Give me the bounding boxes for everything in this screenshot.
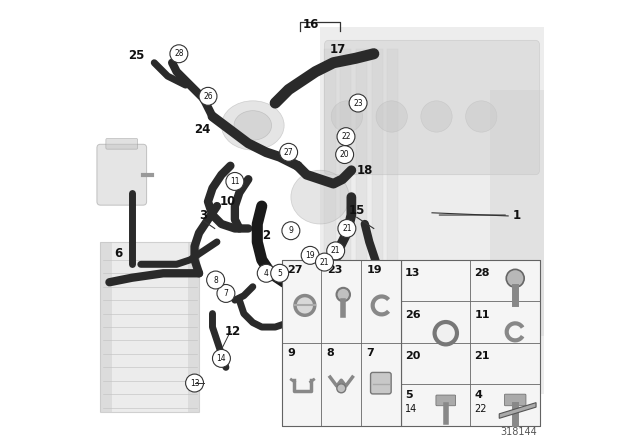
- Circle shape: [301, 246, 319, 264]
- Text: 14: 14: [216, 354, 227, 363]
- Bar: [324, 49, 336, 372]
- Text: 21: 21: [331, 246, 340, 255]
- Text: 2: 2: [262, 228, 270, 242]
- Text: 18: 18: [356, 164, 373, 177]
- Bar: [371, 49, 383, 372]
- Ellipse shape: [221, 101, 284, 150]
- Circle shape: [506, 269, 524, 287]
- Circle shape: [212, 349, 230, 367]
- Ellipse shape: [291, 170, 349, 224]
- FancyBboxPatch shape: [436, 395, 456, 406]
- Text: 11: 11: [475, 310, 490, 320]
- FancyBboxPatch shape: [97, 144, 147, 205]
- Text: 21: 21: [320, 258, 329, 267]
- Text: 16: 16: [303, 18, 319, 31]
- Circle shape: [327, 242, 344, 260]
- Text: 22: 22: [341, 132, 351, 141]
- Circle shape: [466, 101, 497, 132]
- Text: 7: 7: [367, 348, 374, 358]
- Bar: [188, 242, 199, 412]
- Circle shape: [338, 220, 356, 237]
- Text: 4: 4: [264, 269, 269, 278]
- Text: 7: 7: [223, 289, 228, 298]
- Text: 12: 12: [225, 325, 241, 338]
- Circle shape: [217, 284, 235, 302]
- Circle shape: [316, 253, 333, 271]
- FancyBboxPatch shape: [324, 40, 540, 175]
- Bar: [387, 49, 398, 372]
- Text: 21: 21: [342, 224, 351, 233]
- Text: 22: 22: [475, 404, 487, 414]
- Text: 1: 1: [513, 209, 521, 223]
- Circle shape: [170, 45, 188, 63]
- Text: 11: 11: [230, 177, 239, 186]
- Circle shape: [226, 172, 244, 190]
- Text: 19: 19: [367, 265, 382, 275]
- Bar: [401, 260, 540, 426]
- Text: 13: 13: [189, 379, 200, 388]
- Bar: [356, 49, 367, 372]
- Bar: [100, 242, 112, 412]
- Text: 5: 5: [405, 390, 413, 401]
- FancyBboxPatch shape: [106, 138, 138, 149]
- Text: 10: 10: [220, 195, 236, 208]
- Text: 9: 9: [287, 348, 295, 358]
- Text: 27: 27: [287, 265, 303, 275]
- Bar: [100, 242, 199, 412]
- Text: 6: 6: [115, 246, 122, 260]
- Text: 13: 13: [405, 268, 420, 278]
- Circle shape: [435, 322, 457, 345]
- Circle shape: [199, 87, 217, 105]
- Text: 28: 28: [174, 49, 184, 58]
- Circle shape: [295, 296, 315, 315]
- Circle shape: [257, 264, 275, 282]
- Circle shape: [282, 222, 300, 240]
- Text: 20: 20: [340, 150, 349, 159]
- Bar: [282, 260, 401, 426]
- Circle shape: [186, 374, 204, 392]
- Circle shape: [336, 146, 354, 164]
- Text: 8: 8: [213, 276, 218, 284]
- Text: 318144: 318144: [500, 427, 538, 437]
- FancyBboxPatch shape: [504, 394, 526, 406]
- Polygon shape: [499, 403, 536, 418]
- Text: 23: 23: [353, 99, 363, 108]
- Circle shape: [271, 264, 289, 282]
- Circle shape: [207, 271, 225, 289]
- Text: 26: 26: [405, 310, 420, 320]
- Circle shape: [337, 384, 346, 393]
- Text: 23: 23: [327, 265, 342, 275]
- Text: 17: 17: [330, 43, 346, 56]
- Text: 15: 15: [349, 204, 365, 217]
- Text: 21: 21: [475, 351, 490, 361]
- Circle shape: [376, 101, 408, 132]
- Text: 19: 19: [305, 251, 315, 260]
- Circle shape: [349, 94, 367, 112]
- Text: 24: 24: [195, 123, 211, 137]
- Text: 28: 28: [475, 268, 490, 278]
- Circle shape: [280, 143, 298, 161]
- Text: 5: 5: [277, 269, 282, 278]
- Text: 14: 14: [405, 404, 417, 414]
- Circle shape: [332, 101, 363, 132]
- FancyBboxPatch shape: [371, 372, 391, 394]
- Text: 8: 8: [327, 348, 335, 358]
- Circle shape: [421, 101, 452, 132]
- Text: 20: 20: [405, 351, 420, 361]
- Ellipse shape: [234, 111, 271, 140]
- Circle shape: [337, 128, 355, 146]
- Text: 9: 9: [289, 226, 293, 235]
- Text: 27: 27: [284, 148, 294, 157]
- Circle shape: [337, 288, 350, 302]
- Text: 25: 25: [128, 48, 145, 62]
- Text: 3: 3: [200, 208, 207, 222]
- Bar: [340, 49, 351, 372]
- Bar: [490, 90, 544, 336]
- Text: 4: 4: [475, 390, 483, 401]
- Text: 26: 26: [203, 92, 213, 101]
- Bar: [320, 27, 544, 394]
